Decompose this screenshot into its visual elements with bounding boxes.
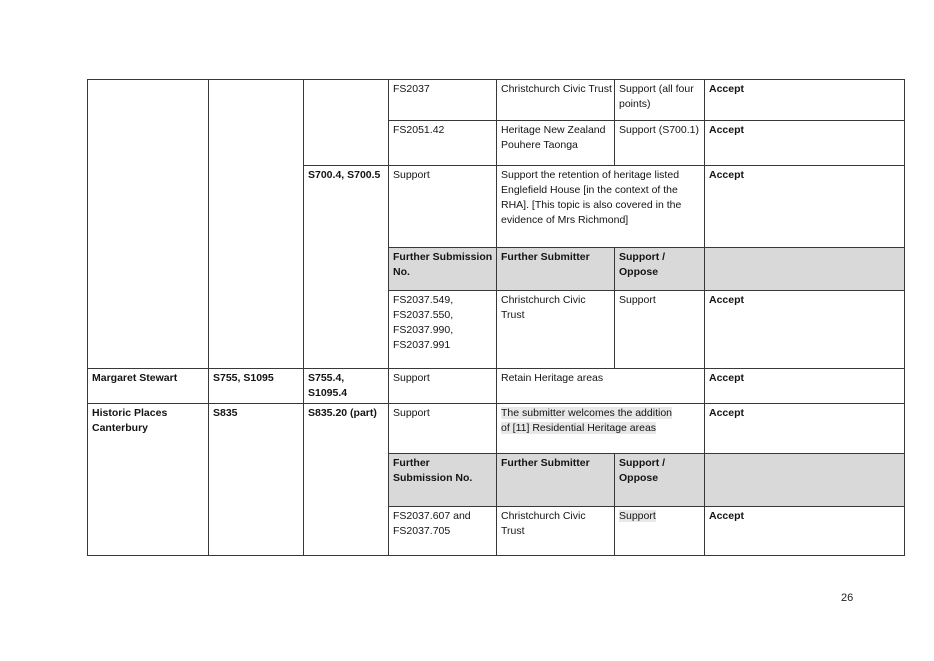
further-submitter-cell: Christchurch Civic Trust [496,290,615,369]
stance-cell: Support (all four points) [614,79,705,121]
further-submitter-cell: Heritage New Zealand Pouhere Taonga [496,120,615,166]
stance-cell: Support [614,290,705,369]
support-cell: Support [388,165,497,248]
fs-header-empty [704,453,905,507]
table-row: FS2037.549, FS2037.550, FS2037.990, FS20… [88,290,905,369]
submissions-table: FS2037 Christchurch Civic Trust Support … [87,79,905,556]
summary-cell: Retain Heritage areas [496,368,705,404]
submission-no-cell-empty [208,79,304,369]
fs-header-stance: Support / Oppose [614,247,705,291]
fs-header-empty [704,247,905,291]
fs-number-cell: FS2037 [388,79,497,121]
support-cell: Support [388,368,497,404]
table-row: FS2037 Christchurch Civic Trust Support … [87,79,905,369]
further-submitter-cell: Christchurch Civic Trust [496,79,615,121]
page-number: 26 [841,592,854,604]
fs-header-stance: Support / Oppose [614,453,705,507]
table-row: FS2037.607 and FS2037.705 Christchurch C… [88,506,905,556]
fs-number-cell: FS2037.549, FS2037.550, FS2037.990, FS20… [388,290,497,369]
submission-no-cell: S755, S1095 [208,368,304,404]
fs-number-cell: FS2037.607 and FS2037.705 [388,506,497,556]
decision-cell: Accept [704,368,905,404]
submission-point-cell-empty [303,79,389,166]
fs-header-no: Further Submission No. [388,453,497,507]
table-row: FS2051.42 Heritage New Zealand Pouhere T… [88,120,905,166]
highlighted-text: The submitter welcomes the addition of [… [501,407,672,434]
decision-cell: Accept [704,290,905,369]
submitter-cell: Historic Places Canterbury [87,403,209,556]
submission-point-cell: S755.4, S1095.4 [303,368,389,404]
submission-point-cell: S700.4, S700.5 [303,165,389,369]
decision-cell: Accept [704,79,905,121]
summary-cell: The submitter welcomes the addition of [… [496,403,705,454]
highlighted-text: Support [619,510,656,522]
stance-cell: Support (S700.1) [614,120,705,166]
submitter-cell: Margaret Stewart [87,368,209,404]
decision-cell: Accept [704,165,905,248]
fs-header-submitter: Further Submitter [496,453,615,507]
summary-cell: Support the retention of heritage listed… [496,165,705,248]
fs-header-submitter: Further Submitter [496,247,615,291]
fs-header-row: Further Submission No. Further Submitter… [88,247,905,291]
decision-cell: Accept [704,120,905,166]
fs-header-no: Further Submission No. [388,247,497,291]
further-submitter-cell: Christchurch Civic Trust [496,506,615,556]
table-row: Historic Places Canterbury S835 S835.20 … [87,403,905,556]
decision-cell: Accept [704,403,905,454]
decision-cell: Accept [704,506,905,556]
submitter-cell-empty [87,79,209,369]
table-row: Margaret Stewart S755, S1095 S755.4, S10… [87,368,905,404]
stance-cell: Support [614,506,705,556]
submission-point-cell: S835.20 (part) [303,403,389,556]
fs-number-cell: FS2051.42 [388,120,497,166]
support-cell: Support [388,403,497,454]
submission-no-cell: S835 [208,403,304,556]
fs-header-row: Further Submission No. Further Submitter… [88,453,905,507]
